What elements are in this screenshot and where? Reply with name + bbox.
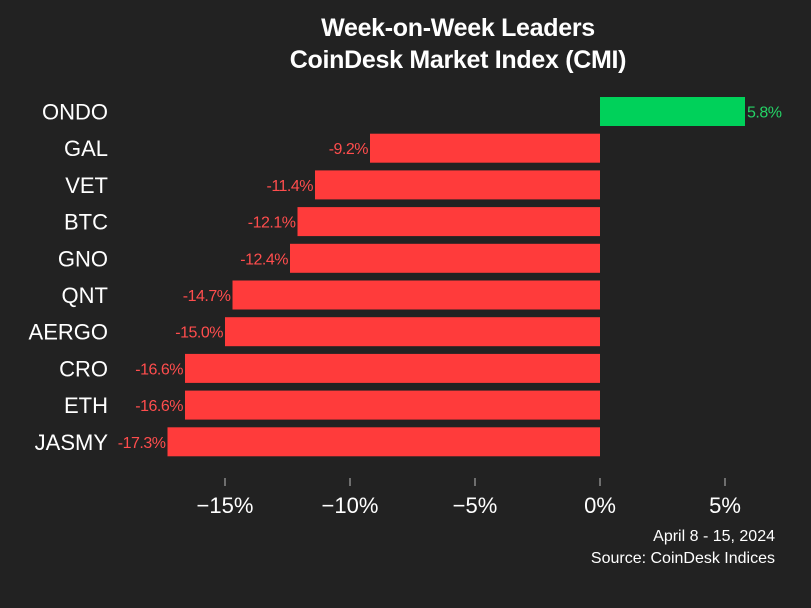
chart-subtitle: CoinDesk Market Index (CMI) (289, 46, 627, 74)
date-range: April 8 - 15, 2024 (653, 528, 775, 545)
data-label: -14.7% (183, 288, 231, 305)
category-label: GNO (58, 246, 108, 271)
category-label: BTC (64, 210, 108, 235)
data-label: -9.2% (329, 141, 369, 158)
chart-title: Week-on-Week Leaders (321, 14, 595, 42)
bar-eth (185, 390, 600, 420)
data-label: -15.0% (175, 325, 223, 342)
chart-footer: April 8 - 15, 2024 Source: CoinDesk Indi… (591, 526, 775, 570)
category-label: ONDO (42, 100, 108, 125)
data-label: -12.4% (240, 251, 288, 268)
bar-cro (185, 353, 600, 383)
bar-jasmy (167, 427, 600, 457)
x-tick-label: −5% (453, 493, 498, 518)
bar-gno (290, 243, 600, 273)
x-tick-label: −10% (322, 493, 379, 518)
x-tick-label: −15% (197, 493, 254, 518)
category-label: CRO (59, 356, 108, 381)
bar-chart: ONDO 5.8% GAL -9.2% VET -11.4% BTC -12.1% GNO -12… (29, 97, 782, 518)
data-label: -17.3% (118, 435, 166, 452)
bar-btc (297, 207, 600, 237)
data-label: -16.6% (135, 361, 183, 378)
chart-title-block: Week-on-Week Leaders CoinDesk Market Ind… (0, 12, 811, 76)
bar-gal (370, 133, 600, 163)
data-label: 5.8% (747, 105, 782, 122)
source-note: Source: CoinDesk Indices (590, 550, 775, 567)
x-tick-label: 5% (709, 493, 741, 518)
category-label: JASMY (35, 430, 109, 455)
category-label: ETH (64, 393, 108, 418)
category-label: GAL (64, 136, 108, 161)
data-label: -16.6% (135, 398, 183, 415)
bar-vet (315, 170, 600, 200)
category-label: QNT (62, 283, 108, 308)
data-label: -11.4% (266, 178, 313, 195)
category-label: VET (65, 173, 108, 198)
category-label: AERGO (29, 320, 108, 345)
bar-aergo (225, 317, 600, 347)
data-label: -12.1% (248, 215, 296, 232)
bar-ondo (600, 97, 745, 126)
x-tick-label: 0% (584, 493, 616, 518)
bar-qnt (232, 280, 600, 310)
